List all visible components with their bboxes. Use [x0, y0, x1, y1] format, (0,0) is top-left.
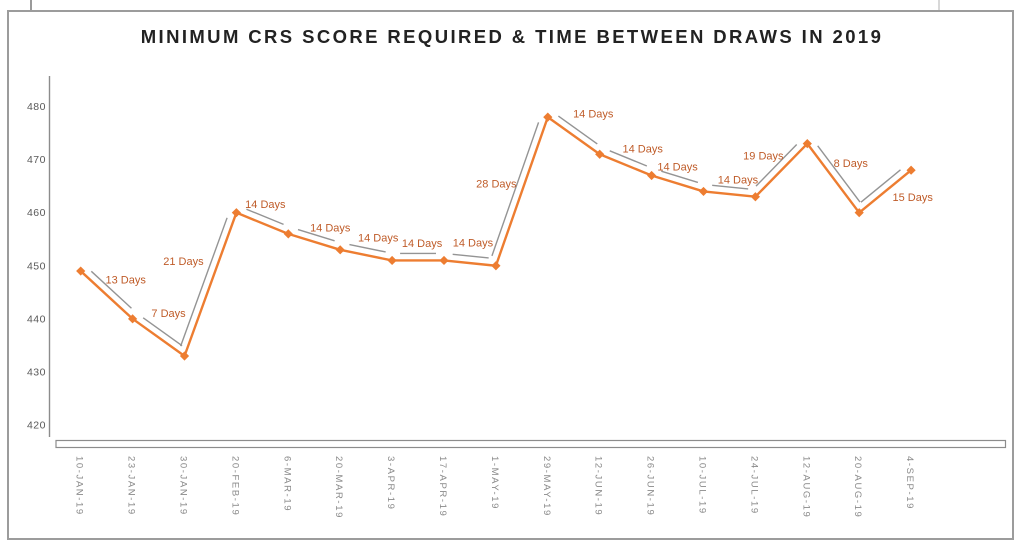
crs-marker: [543, 112, 553, 122]
crs-line: [79, 115, 912, 358]
shadow-segment: [179, 217, 228, 347]
crs-marker: [76, 266, 86, 276]
y-tick-label: 430: [27, 366, 46, 378]
crs-marker: [179, 351, 190, 361]
crs-marker: [335, 245, 345, 255]
shadow-segment: [860, 169, 901, 203]
shadow-segment: [297, 228, 335, 242]
crs-marker: [802, 139, 812, 149]
gap-label: 14 Days: [358, 233, 399, 245]
y-tick-label: 420: [27, 420, 46, 432]
top-edge-artifact-right: [938, 0, 940, 10]
x-category-label: 30-JAN-19: [178, 456, 189, 516]
x-category-label: 17-APR-19: [437, 456, 448, 517]
y-tick-label: 480: [27, 101, 46, 113]
shadow-segment: [609, 150, 648, 167]
gap-label: 14 Days: [657, 161, 698, 173]
x-category-label: 10-JAN-19: [74, 456, 85, 516]
shadow-segment: [491, 122, 540, 257]
x-category-label: 4-SEP-19: [904, 456, 915, 510]
crs-marker: [231, 208, 241, 218]
y-tick-label: 470: [27, 154, 46, 166]
gap-label: 14 Days: [245, 199, 286, 211]
x-category-label: 24-JUL-19: [748, 456, 759, 515]
shadow-segment: [817, 145, 861, 203]
shadow-segment: [557, 115, 598, 145]
gap-label: 28 Days: [476, 178, 517, 190]
crs-marker: [647, 170, 657, 181]
chart-title: MINIMUM CRS SCORE REQUIRED & TIME BETWEE…: [140, 26, 884, 47]
x-category-label: 26-JUN-19: [645, 456, 656, 516]
shadow-segment: [246, 208, 284, 226]
gap-label: 8 Days: [834, 158, 869, 170]
x-category-label: 20-MAR-19: [333, 456, 344, 519]
crs-marker: [387, 255, 397, 266]
x-category-label: 23-JAN-19: [126, 456, 137, 516]
gap-label: 14 Days: [402, 238, 443, 250]
gap-label: 7 Days: [151, 308, 186, 320]
y-tick-label: 450: [27, 260, 46, 272]
crs-marker: [906, 165, 916, 175]
crs-marker: [128, 314, 138, 324]
crs-marker: [283, 229, 293, 239]
shadow-segment: [661, 170, 699, 184]
crs-marker: [491, 261, 501, 271]
crs-marker: [439, 255, 449, 266]
x-category-label: 20-FEB-19: [229, 456, 240, 516]
x-category-label: 1-MAY-19: [489, 456, 500, 510]
gap-label: 21 Days: [163, 256, 204, 268]
gap-label: 13 Days: [105, 274, 146, 286]
gap-label: 15 Days: [892, 192, 933, 204]
gap-label: 14 Days: [573, 109, 614, 121]
crs-marker: [595, 149, 605, 159]
y-tick-label: 440: [27, 313, 46, 325]
gap-label: 14 Days: [310, 222, 351, 234]
gap-label: 14 Days: [453, 238, 494, 250]
crs-marker: [698, 186, 709, 197]
chart-frame: [7, 10, 1014, 540]
gap-label: 14 Days: [718, 175, 759, 187]
shadow-segment: [755, 143, 798, 187]
y-tick-label: 460: [27, 207, 46, 219]
gap-label: 14 Days: [622, 143, 663, 155]
gap-label: 19 Days: [743, 151, 784, 163]
x-category-label: 12-AUG-19: [800, 456, 811, 518]
x-category-label: 10-JUL-19: [697, 456, 708, 515]
top-edge-artifact-left: [30, 0, 32, 11]
x-category-label: 6-MAR-19: [281, 456, 292, 512]
shadow-segment: [142, 317, 183, 347]
shadow-segment: [90, 270, 132, 309]
x-category-label: 12-JUN-19: [593, 456, 604, 516]
crs-marker: [854, 208, 864, 218]
crs-marker: [750, 192, 760, 202]
x-category-label: 29-MAY-19: [541, 456, 552, 517]
x-category-label: 20-AUG-19: [852, 456, 863, 518]
chart-floor: [55, 439, 1007, 449]
shadow-segment: [349, 243, 386, 253]
shadow-segment: [452, 253, 489, 259]
x-category-label: 3-APR-19: [385, 456, 396, 511]
shadow-segment: [712, 184, 749, 190]
